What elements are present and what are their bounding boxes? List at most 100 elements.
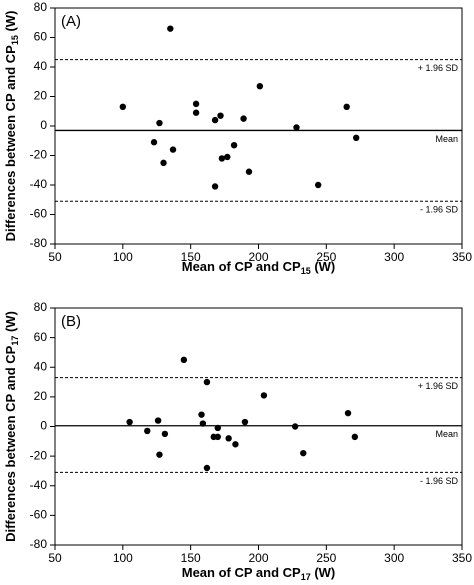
point [352, 134, 360, 141]
y-tick-label: -80 [30, 236, 48, 250]
label-main: Mean of CP and CP [182, 259, 301, 274]
y-tick-label: -60 [30, 207, 48, 221]
point [192, 109, 200, 116]
y-tick-label: 60 [34, 30, 48, 44]
point [240, 115, 247, 122]
point [154, 417, 162, 424]
label-sub: 15 [10, 35, 20, 45]
label-sub: 17 [10, 336, 20, 346]
x-tick-label: 50 [48, 551, 62, 565]
y-tick-label: -40 [30, 177, 48, 191]
y-tick-label: 40 [34, 359, 48, 373]
point [217, 112, 224, 119]
point [161, 430, 169, 438]
point [180, 356, 188, 364]
point [245, 168, 253, 175]
y-axis-title: Differences between CP and CP17 (W) [3, 311, 20, 542]
point [343, 103, 350, 111]
point [150, 139, 158, 146]
x-tick-label: 300 [384, 250, 404, 264]
y-tick-label: 60 [34, 330, 48, 344]
y-tick-label: 20 [34, 389, 48, 403]
plot-frame [54, 7, 463, 245]
chart-panel: -80 -60 -40 -20 0 20 40 60 80 50 100 150 200 250 300 35… [3, 300, 472, 582]
y-tick-label: -60 [30, 508, 48, 522]
point [314, 181, 322, 189]
point [218, 155, 226, 162]
y-tick-label: -40 [30, 478, 48, 492]
y-axis-title: Differences between CP and CP15 (W) [3, 11, 20, 242]
y-tick-label: -80 [30, 537, 48, 551]
x-tick-label: 250 [316, 250, 336, 264]
y-tick-label: -20 [30, 148, 48, 162]
x-tick-label: 100 [113, 250, 133, 264]
label-end: (W) [3, 11, 18, 36]
plot-frame [54, 307, 463, 546]
x-tick-label: 200 [248, 551, 268, 565]
point [260, 392, 268, 399]
x-tick-label: 150 [181, 551, 201, 565]
point [291, 423, 299, 430]
x-tick-label: 200 [248, 250, 268, 264]
point [119, 103, 127, 111]
reference-label: + 1.96 SD [418, 63, 459, 73]
y-tick-label: -20 [30, 448, 48, 462]
reference-label: Mean [435, 134, 458, 144]
label-end: (W) [311, 565, 336, 580]
point [199, 420, 207, 427]
point [224, 153, 231, 161]
x-axis-title: Mean of CP and CP15 (W) [182, 259, 336, 276]
chart-panel: -80 -60 -40 -20 0 20 40 60 80 50 100 150 200 250 300 35… [3, 0, 472, 276]
x-tick-label: 300 [384, 551, 404, 565]
label-sub: 17 [301, 572, 311, 582]
point [192, 100, 200, 108]
label-sub: 15 [301, 266, 311, 276]
x-axis-title: Mean of CP and CP17 (W) [182, 565, 336, 582]
point [160, 159, 167, 167]
point [156, 451, 163, 458]
point [156, 119, 163, 127]
y-tick-label: 40 [34, 59, 48, 73]
x-tick-label: 50 [48, 250, 62, 264]
point [167, 25, 174, 32]
point [203, 378, 211, 386]
point [230, 141, 238, 149]
label-main: Mean of CP and CP [182, 565, 301, 580]
point [144, 427, 151, 435]
reference-label: - 1.96 SD [420, 476, 459, 486]
y-tick-label: 20 [34, 89, 48, 103]
point [198, 411, 205, 418]
point [211, 116, 219, 124]
x-tick-label: 250 [316, 551, 336, 565]
point [256, 82, 264, 90]
point [203, 464, 211, 472]
label-main: Differences between CP and CP [3, 345, 18, 542]
point [300, 449, 307, 457]
point [351, 433, 359, 441]
label-end: (W) [311, 259, 336, 274]
label-end: (W) [3, 311, 18, 336]
y-tick-label: 80 [34, 300, 48, 314]
reference-label: Mean [435, 429, 458, 439]
point [293, 124, 300, 131]
point [126, 418, 133, 426]
point [211, 183, 219, 190]
y-tick-label: 0 [40, 118, 47, 132]
point [241, 418, 249, 426]
reference-label: + 1.96 SD [418, 381, 459, 391]
panel-label: (A) [61, 13, 81, 30]
point [232, 441, 239, 448]
x-tick-label: 150 [181, 250, 201, 264]
reference-label: - 1.96 SD [420, 205, 459, 215]
point [214, 433, 221, 441]
panel-label: (B) [61, 313, 81, 330]
x-tick-label: 350 [452, 551, 472, 565]
point [169, 146, 177, 153]
point [225, 435, 232, 442]
point [214, 424, 221, 432]
point [344, 409, 352, 417]
label-main: Differences between CP and CP [3, 45, 18, 242]
y-tick-label: 0 [40, 419, 47, 433]
x-tick-label: 100 [113, 551, 133, 565]
